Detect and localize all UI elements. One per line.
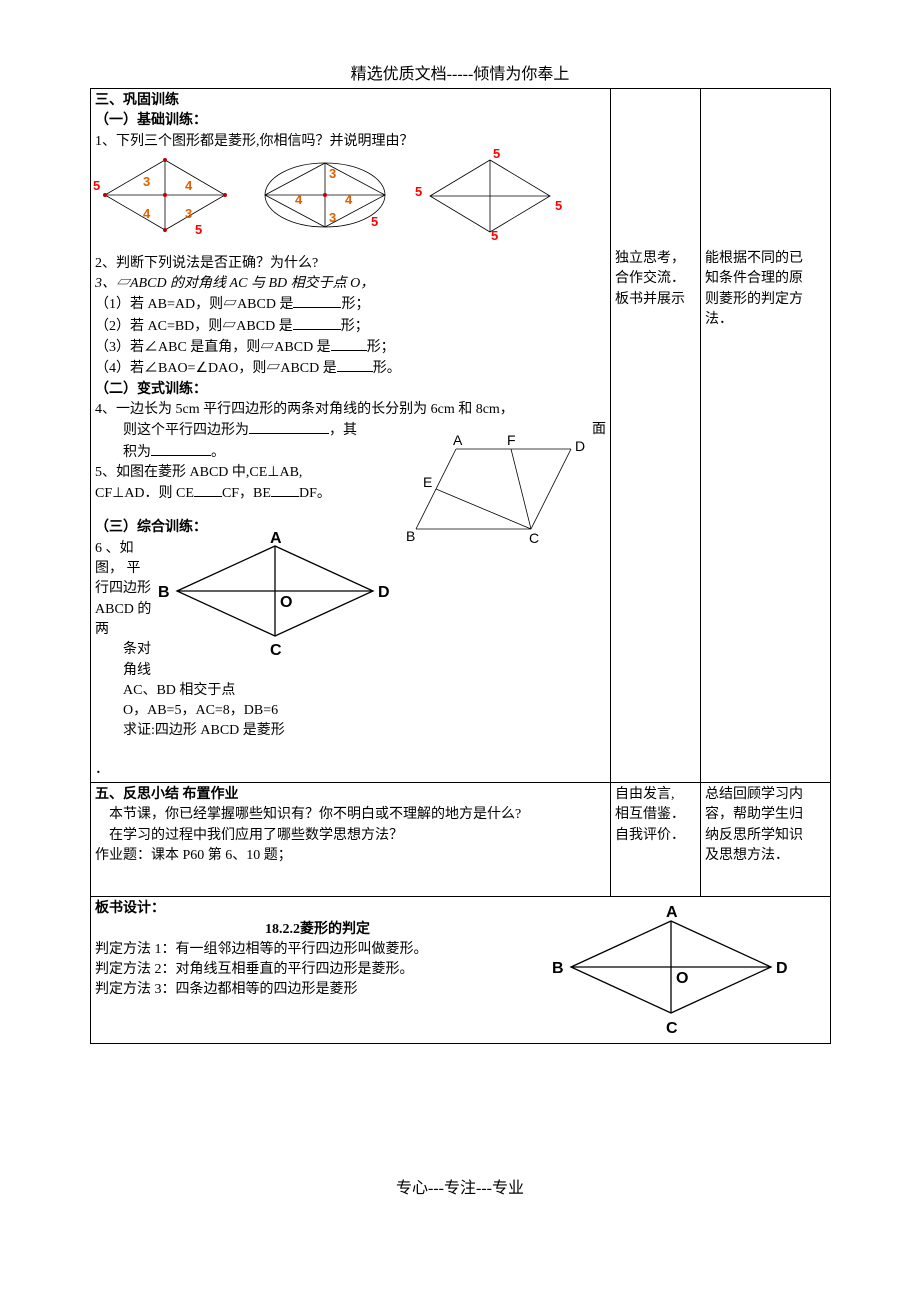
blank <box>194 483 222 497</box>
reflect-line2: 在学习的过程中我们应用了哪些数学思想方法？ <box>95 826 606 846</box>
vertex-label: O <box>676 970 688 987</box>
activity-line: 独立思考， <box>615 249 696 269</box>
section-5-title: 五、反思小结 布置作业 <box>95 785 606 805</box>
q3-3: （3）若∠ABC 是直角，则▱ABCD 是形； <box>95 337 606 358</box>
blank <box>331 337 367 351</box>
lesson-table: 三、巩固训练 （一）基础训练： 1、下列三个图形都是菱形,你相信吗？并说明理由？… <box>90 88 831 1044</box>
vertex-label: B <box>552 960 564 977</box>
vertex-label: A <box>666 905 678 921</box>
goal-line: 知条件合理的原 <box>705 269 826 289</box>
blank <box>293 316 341 330</box>
board-rhombus-fig: A B C D O <box>546 905 796 1041</box>
fig1-label: 4 <box>185 178 193 193</box>
fig1-label: 3 <box>185 206 192 221</box>
fig1-label: 4 <box>143 206 151 221</box>
q3-1: （1）若 AB=AD，则▱ABCD 是形； <box>95 294 606 315</box>
row2-right: 总结回顾学习内 容，帮助学生归 纳反思所学知识 及思想方法． <box>701 783 831 897</box>
vertex-label: D <box>575 438 585 454</box>
page-header: 精选优质文档-----倾情为你奉上 <box>90 60 830 84</box>
q3-4: （4）若∠BAO=∠DAO，则▱ABCD 是形。 <box>95 358 606 379</box>
q5-q6-block: A F D E B C 5、如图在菱形 ABCD 中,CE⊥AB, CF⊥AD．… <box>95 463 606 780</box>
blank <box>293 294 341 308</box>
row3-board-design: A B C D O 板书设计： 18.2.2菱形的判定 判定方法 1：有一组邻边… <box>91 897 831 1044</box>
fig3-label: 5 <box>555 198 562 213</box>
fig2-label: 4 <box>295 192 303 207</box>
fig2-label: 5 <box>371 214 378 229</box>
fig2-label: 3 <box>329 166 336 181</box>
rhombus-fig-2: 3 4 4 3 5 <box>245 150 405 240</box>
goal-line: 及思想方法． <box>705 846 826 866</box>
vertex-label: C <box>270 642 282 659</box>
vertex-label: D <box>378 584 390 601</box>
page-footer: 专心---专注---专业 <box>90 1174 830 1198</box>
page: 精选优质文档-----倾情为你奉上 三、巩固训练 （一）基础训练： 1、下列三个… <box>0 0 920 1238</box>
blank <box>249 420 329 434</box>
fig3-label: 5 <box>415 184 422 199</box>
rhombus-fig-1: 5 3 4 4 3 5 <box>85 150 240 240</box>
activity-line: 自我评价． <box>615 826 696 846</box>
reflect-line1: 本节课，你已经掌握哪些知识有？你不明白或不理解的地方是什么? <box>95 805 606 825</box>
q4-line1: 4、一边长为 5cm 平行四边形的两条对角线的长分别为 6cm 和 8cm， <box>95 400 606 420</box>
vertex-label: F <box>507 432 516 448</box>
activity-line: 板书并展示 <box>615 290 696 310</box>
parallelogram-efcd-fig: A F D E B C <box>401 429 606 549</box>
section-3-title: 三、巩固训练 <box>95 91 606 111</box>
q6-line5: ． <box>95 760 606 780</box>
homework-line: 作业题：课本 P60 第 6、10 题； <box>95 846 606 866</box>
goal-line: 纳反思所学知识 <box>705 826 826 846</box>
activity-line: 合作交流． <box>615 269 696 289</box>
fig2-label: 4 <box>345 192 353 207</box>
vertex-label: A <box>270 531 282 547</box>
row1-mid: 独立思考， 合作交流． 板书并展示 <box>611 89 701 783</box>
rhombus-abcd-fig: A B C D O <box>152 531 397 661</box>
fig2-label: 3 <box>329 210 336 225</box>
vertex-label: D <box>776 960 788 977</box>
row2-left: 五、反思小结 布置作业 本节课，你已经掌握哪些知识有？你不明白或不理解的地方是什… <box>91 783 611 897</box>
three-rhombus-figures: 5 3 4 4 3 5 <box>95 156 606 246</box>
row2-mid: 自由发言, 相互借鉴． 自我评价． <box>611 783 701 897</box>
fig1-label: 5 <box>195 222 202 237</box>
row1-right: 能根据不同的已 知条件合理的原 则菱形的判定方 法． <box>701 89 831 783</box>
blank <box>337 358 373 372</box>
vertex-label: E <box>423 474 432 490</box>
activity-line: 相互借鉴． <box>615 805 696 825</box>
subsection-1-title: （一）基础训练： <box>95 111 606 131</box>
blank <box>271 483 299 497</box>
goal-line: 能根据不同的已 <box>705 249 826 269</box>
activity-line: 自由发言, <box>615 785 696 805</box>
vertex-label: C <box>666 1020 678 1037</box>
fig3-label: 5 <box>491 228 498 240</box>
rhombus-fig-3: 5 5 5 5 <box>405 146 575 240</box>
goal-line: 法． <box>705 310 826 330</box>
q6-line4: 求证:四边形 ABCD 是菱形 <box>95 721 606 741</box>
subsection-2-title: （二）变式训练： <box>95 380 606 400</box>
blank <box>151 442 211 456</box>
q3-2: （2）若 AC=BD，则▱ABCD 是形； <box>95 316 606 337</box>
vertex-label: B <box>158 584 170 601</box>
q3-text: 3、▱ABCD 的对角线 AC 与 BD 相交于点 O， <box>95 274 606 294</box>
goal-line: 总结回顾学习内 <box>705 785 826 805</box>
row1-left: 三、巩固训练 （一）基础训练： 1、下列三个图形都是菱形,你相信吗？并说明理由？… <box>91 89 611 783</box>
fig1-label: 5 <box>93 178 100 193</box>
vertex-label: C <box>529 530 539 546</box>
goal-line: 则菱形的判定方 <box>705 290 826 310</box>
fig3-label: 5 <box>493 146 500 161</box>
vertex-label: B <box>406 528 415 544</box>
q6-line3: O，AB=5，AC=8，DB=6 <box>95 701 606 721</box>
q2-text: 2、判断下列说法是否正确？为什么? <box>95 254 606 274</box>
goal-line: 容，帮助学生归 <box>705 805 826 825</box>
vertex-label: O <box>280 594 292 611</box>
vertex-label: A <box>453 432 463 448</box>
fig1-label: 3 <box>143 174 150 189</box>
